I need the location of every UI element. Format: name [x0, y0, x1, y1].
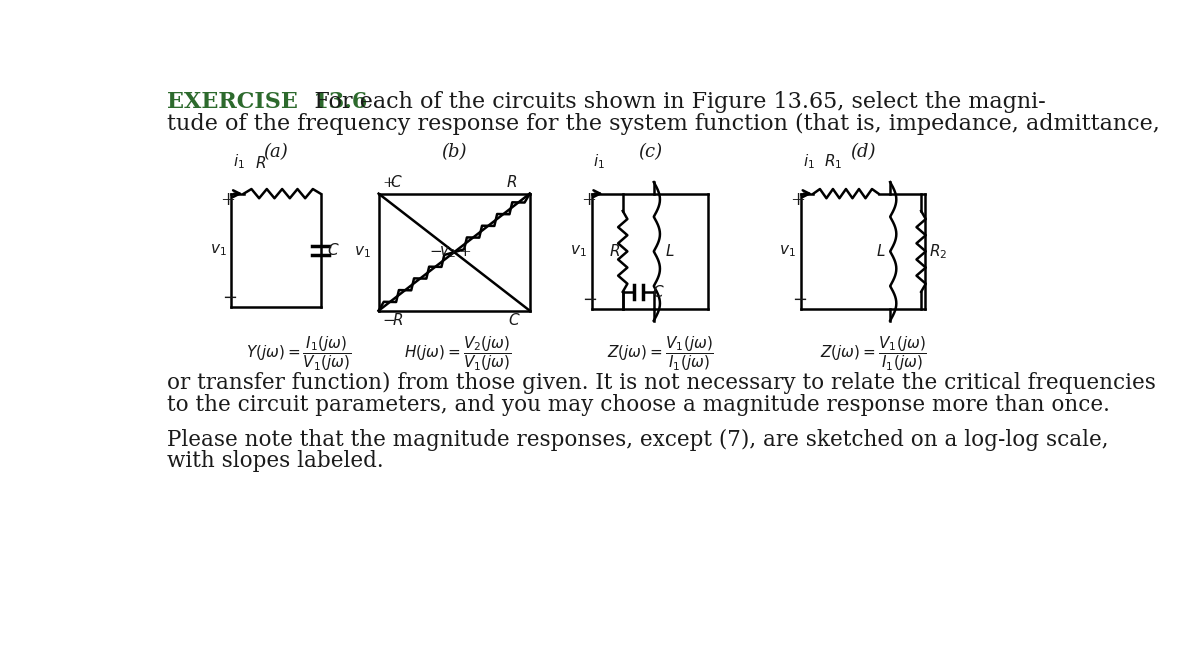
Text: tude of the frequency response for the system function (that is, impedance, admi: tude of the frequency response for the s…: [167, 113, 1160, 135]
Text: $L$: $L$: [665, 244, 674, 260]
Text: −: −: [792, 291, 806, 309]
Text: $R$: $R$: [608, 244, 620, 260]
Text: $v_1$: $v_1$: [354, 244, 371, 260]
Text: with slopes labeled.: with slopes labeled.: [167, 450, 384, 472]
Text: Please note that the magnitude responses, except (7), are sketched on a log-log : Please note that the magnitude responses…: [167, 428, 1109, 451]
Text: +: +: [221, 191, 235, 209]
Text: −: −: [430, 245, 442, 259]
Text: $L$: $L$: [876, 244, 886, 260]
Text: +: +: [383, 177, 395, 191]
Text: $v_1$: $v_1$: [210, 242, 227, 258]
Text: $C$: $C$: [508, 311, 521, 327]
Text: EXERCISE  13.6: EXERCISE 13.6: [167, 91, 367, 114]
Text: $C$: $C$: [326, 242, 340, 258]
Text: $R_2$: $R_2$: [929, 242, 947, 261]
Text: $C$: $C$: [653, 284, 665, 300]
Text: $Z(j\omega) = \dfrac{V_1(j\omega)}{I_1(j\omega)}$: $Z(j\omega) = \dfrac{V_1(j\omega)}{I_1(j…: [821, 334, 928, 373]
Text: +: +: [581, 191, 596, 209]
Text: $R$: $R$: [506, 175, 517, 191]
Text: $i_1$: $i_1$: [593, 152, 605, 171]
Text: (d): (d): [851, 143, 876, 161]
Text: $v_2$: $v_2$: [439, 244, 455, 260]
Text: $C$: $C$: [390, 175, 403, 191]
Text: $Y(j\omega) = \dfrac{I_1(j\omega)}{V_1(j\omega)}$: $Y(j\omega) = \dfrac{I_1(j\omega)}{V_1(j…: [246, 334, 352, 373]
Text: to the circuit parameters, and you may choose a magnitude response more than onc: to the circuit parameters, and you may c…: [167, 394, 1110, 416]
Text: −: −: [582, 291, 598, 309]
Text: $Z(j\omega) = \dfrac{V_1(j\omega)}{I_1(j\omega)}$: $Z(j\omega) = \dfrac{V_1(j\omega)}{I_1(j…: [607, 334, 714, 373]
Text: (b): (b): [442, 143, 467, 161]
Text: +: +: [458, 245, 472, 259]
Text: $H(j\omega) = \dfrac{V_2(j\omega)}{V_1(j\omega)}$: $H(j\omega) = \dfrac{V_2(j\omega)}{V_1(j…: [404, 334, 511, 373]
Text: −: −: [383, 313, 395, 327]
Text: (c): (c): [638, 143, 662, 161]
Text: or transfer function) from those given. It is not necessary to relate the critic: or transfer function) from those given. …: [167, 373, 1156, 394]
Text: For each of the circuits shown in Figure 13.65, select the magni-: For each of the circuits shown in Figure…: [293, 91, 1045, 114]
Text: $R$: $R$: [391, 311, 403, 327]
Text: $i_1$: $i_1$: [233, 152, 245, 171]
Text: −: −: [222, 289, 238, 307]
Text: $R$: $R$: [254, 155, 265, 171]
Text: (a): (a): [264, 143, 288, 161]
Text: +: +: [790, 191, 805, 209]
Text: $v_1$: $v_1$: [779, 244, 796, 259]
Text: $R_1$: $R_1$: [824, 152, 842, 171]
Text: $v_1$: $v_1$: [570, 244, 587, 259]
Text: $i_1$: $i_1$: [803, 152, 815, 171]
